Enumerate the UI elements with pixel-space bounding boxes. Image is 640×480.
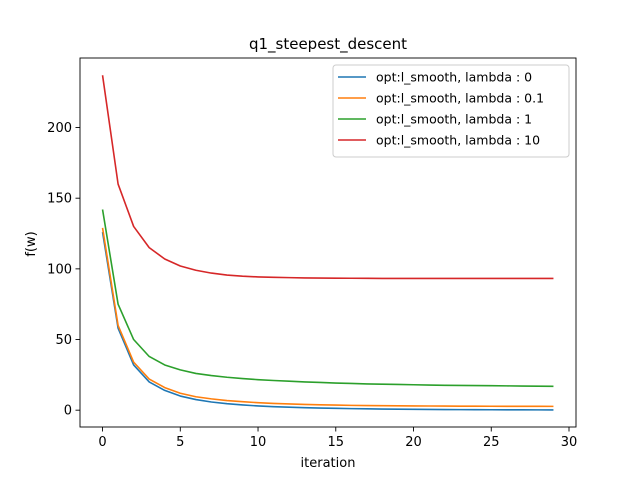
x-axis: 0 5 10 15 20 25 30: [98, 427, 577, 450]
series-line-3: [101, 75, 554, 280]
legend: opt:l_smooth, lambda : 0 opt:l_smooth, la…: [332, 64, 570, 158]
y-tick-label-3: 150: [47, 192, 72, 207]
x-axis-label: iteration: [301, 456, 356, 471]
legend-label-0: opt:l_smooth, lambda : 0: [376, 70, 532, 85]
plot-area: [79, 57, 577, 428]
y-tick-label-2: 100: [47, 262, 72, 277]
series-line-1: [101, 227, 554, 408]
y-axis-label: f(w): [24, 231, 39, 256]
y-tick-label-0: 0: [64, 404, 72, 419]
x-tick-label-6: 30: [561, 435, 578, 450]
y-tick-label-4: 200: [47, 121, 72, 136]
x-tick-label-3: 15: [328, 435, 345, 450]
axes-frame: [79, 57, 577, 428]
series-line-2: [101, 209, 554, 388]
x-tick-label-5: 25: [483, 435, 500, 450]
legend-label-2: opt:l_smooth, lambda : 1: [376, 112, 532, 127]
x-tick-label-0: 0: [98, 435, 106, 450]
legend-label-3: opt:l_smooth, lambda : 10: [376, 133, 540, 148]
chart-title: q1_steepest_descent: [249, 35, 407, 54]
series-line-0: [101, 231, 554, 411]
y-tick-label-1: 50: [55, 333, 72, 348]
x-tick-label-4: 20: [405, 435, 422, 450]
x-tick-label-1: 5: [176, 435, 184, 450]
y-axis: 0 50 100 150 200: [47, 121, 80, 419]
x-tick-label-2: 10: [250, 435, 267, 450]
legend-label-1: opt:l_smooth, lambda : 0.1: [376, 91, 544, 106]
legend-box: [332, 64, 570, 158]
